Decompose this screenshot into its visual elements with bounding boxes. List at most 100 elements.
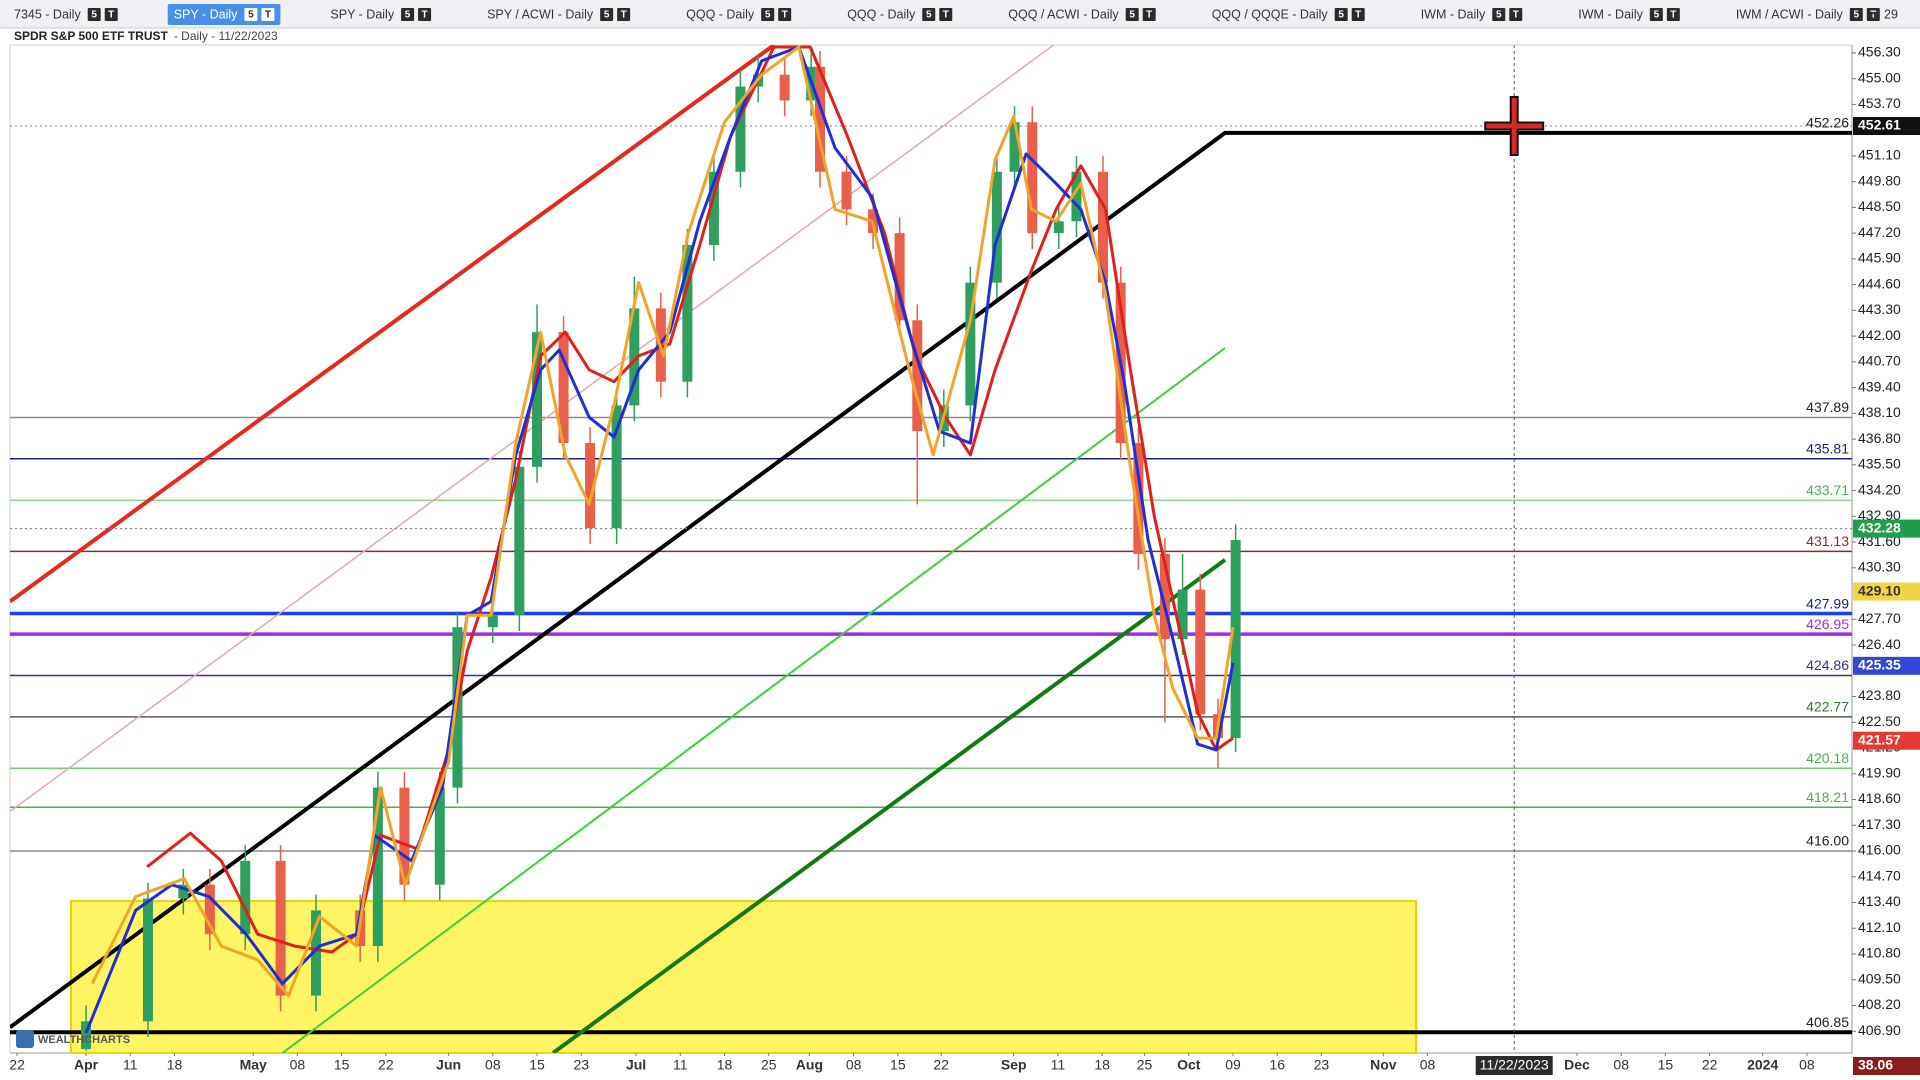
tab-button-label: T	[1670, 10, 1676, 21]
level-label: 406.85	[1806, 1014, 1849, 1030]
tab-button[interactable]	[104, 8, 118, 21]
tab-button-label: T	[1870, 10, 1876, 21]
candle-body	[142, 898, 153, 1022]
tab-button[interactable]	[1666, 8, 1680, 21]
x-tick-label: 08	[1420, 1057, 1436, 1073]
tab[interactable]: IWM / ACWI - Daily 5 T	[1730, 4, 1886, 25]
tab[interactable]: QQQ / ACWI - Daily 5 T	[1002, 4, 1161, 25]
candle-body	[735, 86, 746, 172]
candle-body	[708, 171, 719, 246]
level-label: 433.71	[1806, 482, 1849, 498]
tab-button[interactable]	[922, 8, 936, 21]
tab[interactable]: IWM - Daily 5 T	[1572, 4, 1686, 25]
y-tick-label: 440.70	[1858, 353, 1901, 369]
crosshair-date-label: 11/22/2023	[1480, 1057, 1549, 1073]
tab-label: QQQ - Daily	[847, 7, 916, 21]
candle-body	[275, 860, 286, 996]
tab-button[interactable]	[1351, 8, 1365, 21]
x-tick-label: 08	[1613, 1057, 1629, 1073]
candle-body	[585, 443, 596, 529]
x-tick-label: 2024	[1747, 1057, 1778, 1073]
average-line	[146, 45, 1234, 954]
tab-button[interactable]	[87, 8, 101, 21]
x-tick-label: 15	[1658, 1057, 1674, 1073]
level-label: 426.95	[1806, 616, 1849, 632]
watermark-icon	[16, 1030, 34, 1048]
level-label: 422.77	[1806, 699, 1849, 715]
candle-body	[815, 66, 826, 172]
y-tick-label: 435.50	[1858, 456, 1901, 472]
tab-button-label: T	[1355, 10, 1361, 21]
tab-button[interactable]	[1125, 8, 1139, 21]
y-tick-label: 406.90	[1858, 1022, 1901, 1038]
candle-body	[1133, 443, 1144, 554]
tab[interactable]: IWM - Daily 5 T	[1415, 4, 1529, 25]
tab-button[interactable]	[1334, 8, 1348, 21]
tab[interactable]: QQQ - Daily 5 T	[680, 4, 797, 25]
y-tick-label: 445.90	[1858, 250, 1901, 266]
plot-area	[10, 45, 1852, 1053]
tab[interactable]: SPY / ACWI - Daily 5 T	[481, 4, 636, 25]
y-tick-label: 448.50	[1858, 198, 1901, 214]
y-tick-label: 423.80	[1858, 687, 1901, 703]
x-tick-label: 08	[1799, 1057, 1815, 1073]
x-tick-label: 23	[573, 1057, 589, 1073]
tab-button[interactable]	[418, 8, 432, 21]
tab-dropdown-arrow	[1872, 12, 1880, 18]
candle-body	[629, 308, 640, 406]
tab-button-label: 5	[91, 10, 97, 21]
tab-label: IWM / ACWI - Daily	[1736, 7, 1844, 21]
tab-button[interactable]	[939, 8, 953, 21]
tab-button[interactable]	[778, 8, 792, 21]
tab-button-label: 5	[1654, 10, 1660, 21]
y-tick-label: 438.10	[1858, 404, 1901, 420]
tab-button[interactable]	[1866, 8, 1880, 21]
candle-body	[310, 910, 321, 996]
y-tick-label: 443.30	[1858, 301, 1901, 317]
x-tick-label: 15	[529, 1057, 545, 1073]
tab-label: SPY - Daily	[174, 7, 238, 21]
tab[interactable]: QQQ - Daily 5 T	[841, 4, 958, 25]
tab-button[interactable]	[1649, 8, 1663, 21]
tab-label: IWM - Daily	[1578, 7, 1643, 21]
price-badge-label: 429.10	[1858, 582, 1901, 598]
tab-button[interactable]	[1849, 8, 1863, 21]
tab-label: QQQ - Daily	[686, 7, 755, 21]
candle-body	[991, 171, 1002, 283]
y-tick-label: 418.60	[1858, 790, 1901, 806]
x-tick-label: Nov	[1370, 1057, 1397, 1073]
tab[interactable]: SPY - Daily 5 T	[324, 4, 437, 25]
trendline-label: 452.26	[1806, 115, 1849, 131]
tab-button[interactable]	[1142, 8, 1156, 21]
x-tick-label: 16	[1269, 1057, 1285, 1073]
x-tick-label: 08	[290, 1057, 306, 1073]
tab[interactable]: 7345 - Daily 5 T	[8, 4, 124, 25]
crosshair-price-badge-label: 452.61	[1858, 117, 1901, 133]
x-tick-label: 18	[1094, 1057, 1110, 1073]
tab[interactable]: SPY - Daily 5 T	[167, 4, 281, 25]
tab-button[interactable]	[1492, 8, 1506, 21]
candle-body	[487, 615, 498, 628]
tab-button[interactable]	[244, 8, 258, 21]
candle-body	[1159, 553, 1170, 640]
tab-button[interactable]	[1509, 8, 1523, 21]
tab-button[interactable]	[600, 8, 614, 21]
candle-body	[965, 282, 976, 406]
candle-body	[178, 884, 189, 899]
tab-button[interactable]	[761, 8, 775, 21]
tab-button[interactable]	[401, 8, 415, 21]
tab-button-label: 5	[1129, 10, 1135, 21]
y-tick-label: 432.90	[1858, 507, 1901, 523]
y-tick-label: 417.30	[1858, 816, 1901, 832]
candle-body	[912, 320, 923, 432]
tab[interactable]: QQQ / QQQE - Daily 5 T	[1206, 4, 1371, 25]
tab-button[interactable]	[261, 8, 275, 21]
crosshair-price-badge	[1853, 116, 1920, 135]
x-tick-label: 25	[1137, 1057, 1153, 1073]
candle-body	[1097, 171, 1108, 283]
candle-body	[1071, 171, 1082, 222]
tab-button[interactable]	[617, 8, 631, 21]
tab-button-label: 5	[765, 10, 771, 21]
chart-title: SPDR S&P 500 ETF TRUST	[14, 29, 168, 43]
tab-button-label: T	[265, 10, 271, 21]
